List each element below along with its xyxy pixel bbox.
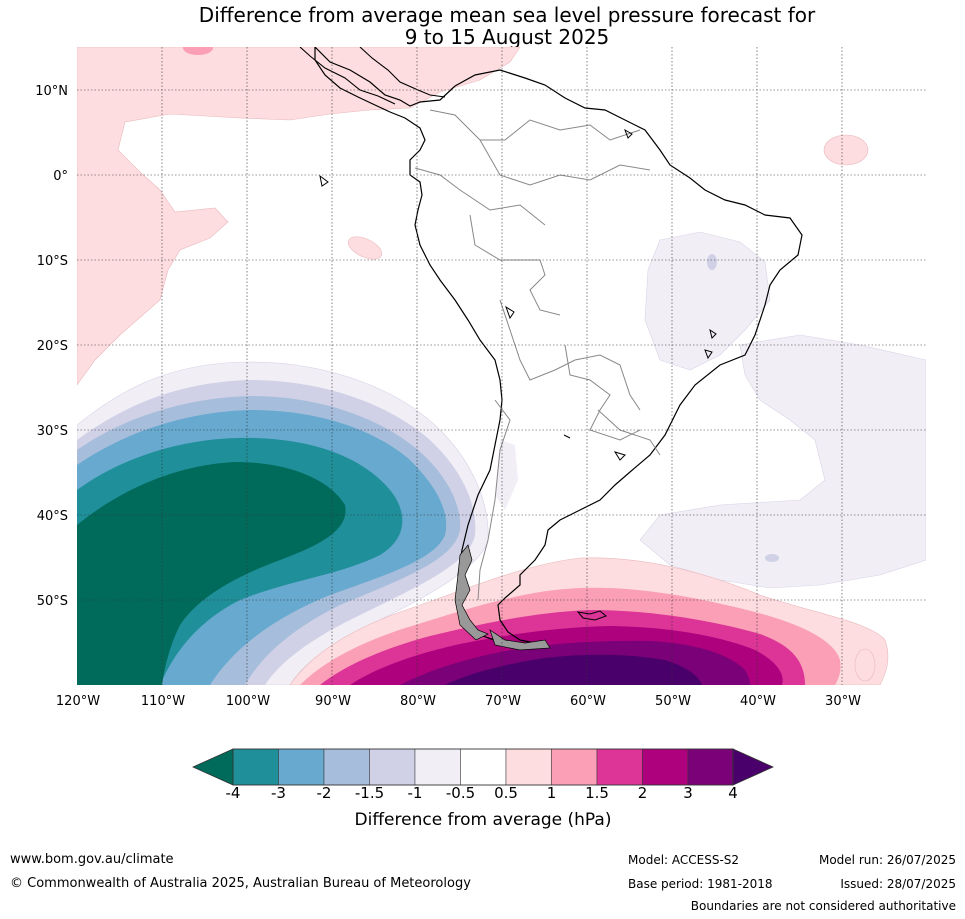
lat-label: 50°S (37, 594, 68, 609)
colorbar-segment (369, 748, 416, 786)
lat-label: 10°N (35, 84, 68, 99)
map-panel (77, 47, 926, 685)
contour-negative-level-4 (77, 462, 346, 685)
footer-issued: Issued: 28/07/2025 (840, 877, 956, 891)
longitude-labels: 120°W 110°W 100°W 90°W 80°W 70°W 60°W 50… (56, 694, 861, 709)
colorbar-segment (278, 748, 325, 786)
contour-positive-equatorial-east (823, 134, 869, 166)
colorbar-tick-label: 1 (547, 784, 557, 802)
lon-label: 60°W (570, 694, 606, 709)
contour-positive-galapagos (347, 236, 383, 260)
contour-positive-small-east (854, 648, 876, 682)
footer-copyright: © Commonwealth of Australia 2025, Austra… (10, 876, 471, 891)
lon-label: 30°W (825, 694, 861, 709)
colorbar-tick-label: 0.5 (494, 784, 518, 802)
contour-negative-brazil-atlantic (644, 231, 771, 371)
colorbar-segment (323, 748, 370, 786)
map-title: Difference from average mean sea level p… (77, 4, 937, 48)
colorbar-extend-high (732, 748, 774, 786)
footer-boundaries-note: Boundaries are not considered authoritat… (690, 899, 956, 913)
contour-negative-south-atlantic (639, 334, 926, 589)
latitude-labels: 10°N 0° 10°S 20°S 30°S 40°S 50°S (35, 84, 68, 609)
colorbar-segment (551, 748, 598, 786)
colorbar-tick-label: -4 (226, 784, 241, 802)
colorbar-tick-label: -0.5 (446, 784, 475, 802)
colorbar-segment (687, 748, 734, 786)
lat-label: 30°S (37, 424, 68, 439)
lon-label: 50°W (655, 694, 691, 709)
colorbar-tick-label: 2 (638, 784, 648, 802)
contour-positive-northwest (77, 47, 521, 386)
colorbar-ticks: -4 -3 -2 -1.5 -1 -0.5 0.5 1 1.5 2 3 4 (226, 784, 738, 802)
colorbar-tick-label: 4 (728, 784, 738, 802)
lakes (319, 128, 717, 461)
map-title-line1: Difference from average mean sea level p… (198, 3, 816, 27)
colorbar-tick-label: 1.5 (585, 784, 609, 802)
map-title-line2: 9 to 15 August 2025 (404, 25, 610, 49)
colorbar-segment (232, 748, 279, 786)
lon-label: 120°W (56, 694, 100, 709)
colorbar-tick-label: -1 (408, 784, 423, 802)
contour-positive-north-small (183, 47, 213, 55)
footer-model: Model: ACCESS-S2 (628, 853, 740, 867)
footer-model-run: Model run: 26/07/2025 (818, 853, 956, 867)
colorbar-tick-label: -1.5 (355, 784, 384, 802)
contour-negative-uruguay (495, 440, 518, 510)
colorbar: -4 -3 -2 -1.5 -1 -0.5 0.5 1 1.5 2 3 4 Di… (192, 748, 774, 830)
lat-label: 10°S (37, 254, 68, 269)
colorbar-title: Difference from average (hPa) (355, 810, 612, 830)
colorbar-segment (505, 748, 552, 786)
lon-label: 100°W (226, 694, 270, 709)
central-america-coastline (299, 47, 446, 105)
colorbar-tick-label: 3 (683, 784, 693, 802)
colorbar-segment (460, 748, 507, 786)
lon-label: 90°W (315, 694, 351, 709)
lon-label: 80°W (400, 694, 436, 709)
lat-label: 40°S (37, 509, 68, 524)
lon-label: 110°W (141, 694, 185, 709)
colorbar-tick-label: -3 (271, 784, 286, 802)
gridlines (77, 47, 926, 685)
footer-base-period: Base period: 1981-2018 (628, 877, 773, 891)
contour-negative-brazil-small (707, 254, 717, 270)
colorbar-extend-low (192, 748, 234, 786)
lat-label: 20°S (37, 339, 68, 354)
contour-negative-south-atlantic-small (765, 554, 779, 562)
lat-label: 0° (53, 169, 68, 184)
lon-label: 40°W (740, 694, 776, 709)
lon-label: 70°W (485, 694, 521, 709)
colorbar-tick-label: -2 (317, 784, 332, 802)
chile-fjords (454, 544, 551, 651)
colorbar-segment (596, 748, 643, 786)
colorbar-segment (642, 748, 689, 786)
colorbar-segment (414, 748, 461, 786)
contour-positive-level-4 (445, 654, 702, 685)
colorbar-outline (232, 748, 734, 786)
footer-url[interactable]: www.bom.gov.au/climate (10, 852, 174, 867)
falkland-islands (576, 610, 607, 621)
